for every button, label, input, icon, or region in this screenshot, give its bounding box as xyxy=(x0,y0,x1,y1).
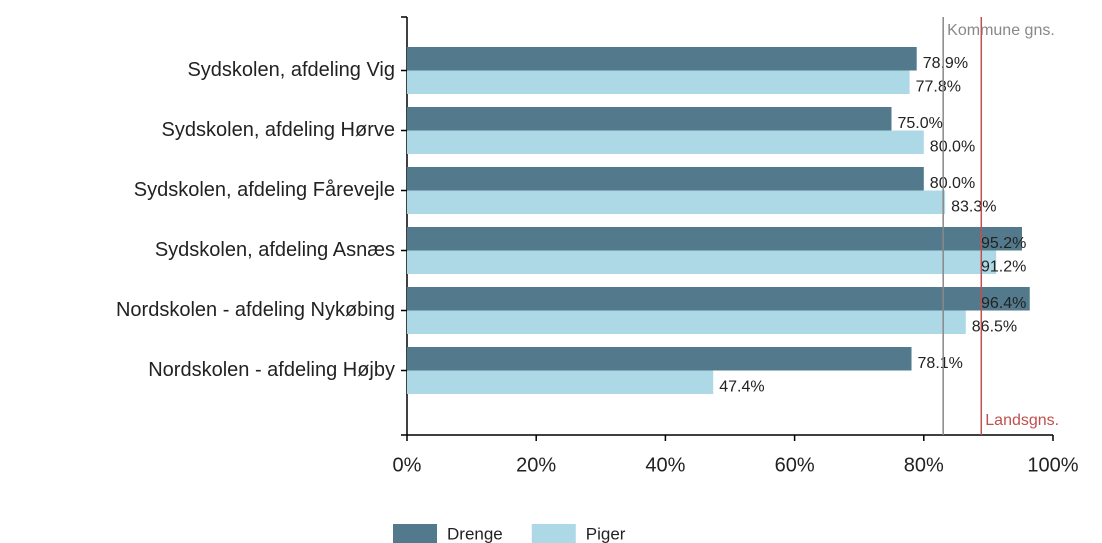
data-label: 47.4% xyxy=(719,378,764,395)
data-label: 80.0% xyxy=(930,175,975,192)
data-label: 80.0% xyxy=(930,138,975,155)
x-tick-label: 60% xyxy=(775,454,815,476)
bar xyxy=(407,370,714,394)
legend-label: Piger xyxy=(586,524,626,543)
bar xyxy=(407,107,892,131)
reference-label: Landsgns. xyxy=(985,412,1059,429)
y-tick-label: Nordskolen - afdeling Nykøbing xyxy=(116,299,395,321)
data-label: 78.1% xyxy=(918,355,963,372)
data-label: 75.0% xyxy=(898,115,943,132)
data-label: 86.5% xyxy=(972,318,1017,335)
bar xyxy=(407,47,917,71)
data-label: 83.3% xyxy=(951,198,996,215)
bar xyxy=(407,287,1030,311)
data-label: 95.2% xyxy=(981,235,1026,252)
data-label: 96.4% xyxy=(981,295,1026,312)
reference-label: Kommune gns. xyxy=(947,22,1055,39)
y-tick-label: Sydskolen, afdeling Vig xyxy=(187,59,395,81)
data-label: 91.2% xyxy=(981,258,1026,275)
legend-swatch xyxy=(531,524,576,543)
bar xyxy=(407,250,997,274)
x-tick-label: 40% xyxy=(645,454,685,476)
bar xyxy=(407,310,966,334)
legend-label: Drenge xyxy=(447,524,503,543)
y-tick-label: Nordskolen - afdeling Højby xyxy=(148,359,395,381)
x-tick-label: 0% xyxy=(393,454,422,476)
data-label: 77.8% xyxy=(916,78,961,95)
x-tick-label: 80% xyxy=(904,454,944,476)
data-label: 78.9% xyxy=(923,55,968,72)
bar xyxy=(407,167,924,191)
y-tick-label: Sydskolen, afdeling Asnæs xyxy=(155,239,395,261)
bar xyxy=(407,130,924,154)
bar xyxy=(407,227,1022,251)
legend-swatch xyxy=(393,524,437,543)
x-tick-label: 20% xyxy=(516,454,556,476)
bar xyxy=(407,70,910,94)
y-tick-label: Sydskolen, afdeling Fårevejle xyxy=(134,179,395,201)
bar xyxy=(407,190,946,214)
bar xyxy=(407,347,912,371)
x-tick-label: 100% xyxy=(1027,454,1078,476)
y-tick-label: Sydskolen, afdeling Hørve xyxy=(162,119,395,141)
